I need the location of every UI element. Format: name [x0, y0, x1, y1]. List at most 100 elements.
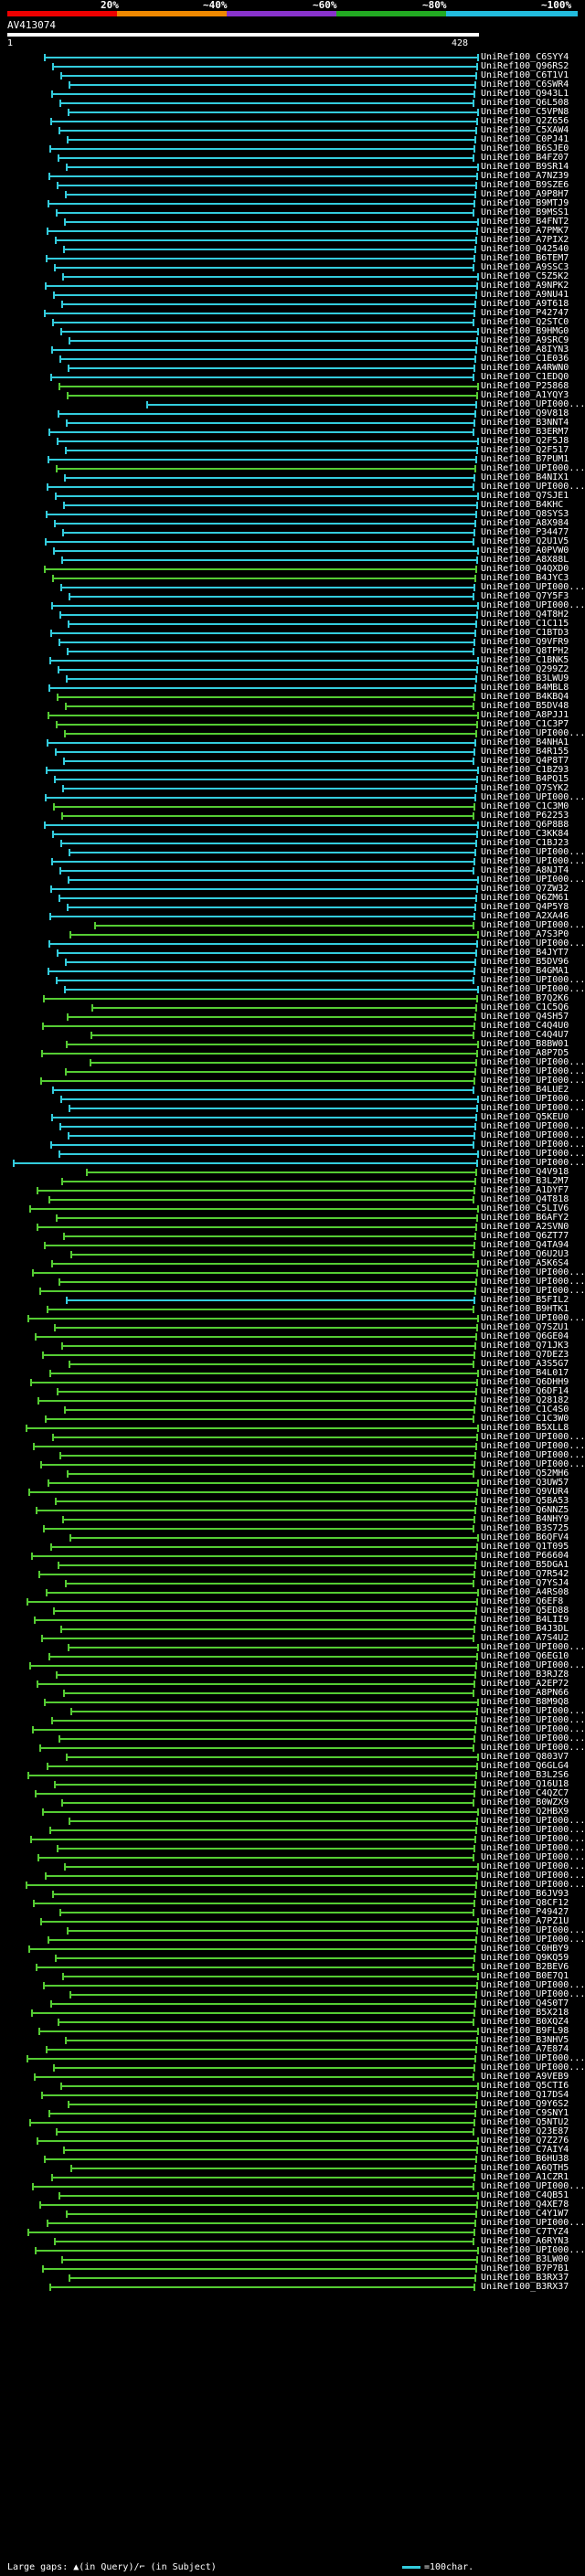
hit-label[interactable]: UniRef100_A8PN66 [481, 1688, 569, 1698]
hit-label[interactable]: UniRef100_A2XA46 [481, 911, 569, 921]
hit-label[interactable]: UniRef100_B5X218 [481, 2008, 569, 2018]
hit-row[interactable]: UniRef100_UPI000... [0, 1716, 585, 1725]
hit-label[interactable]: UniRef100_Q4SH57 [481, 1012, 569, 1022]
hit-label[interactable]: UniRef100_Q4S0T7 [481, 1998, 569, 2009]
hit-label[interactable]: UniRef100_Q3UW57 [481, 1478, 569, 1488]
hit-label[interactable]: UniRef100_B9HMG0 [481, 326, 569, 336]
hit-row[interactable]: UniRef100_Q7SYK2 [0, 784, 585, 793]
hit-label[interactable]: UniRef100_C5LIV6 [481, 1203, 569, 1214]
hit-row[interactable]: UniRef100_Q7YSJ4 [0, 1579, 585, 1588]
hit-row[interactable]: UniRef100_UPI000... [0, 601, 585, 610]
hit-row[interactable]: UniRef100_A1YQY3 [0, 391, 585, 400]
hit-row[interactable]: UniRef100_B3S725 [0, 1524, 585, 1533]
hit-label[interactable]: UniRef100_UPI000... [481, 1843, 585, 1853]
hit-row[interactable]: UniRef100_UPI000... [0, 1159, 585, 1168]
hit-row[interactable]: UniRef100_A3S5G7 [0, 1360, 585, 1369]
hit-label[interactable]: UniRef100_Q9VUR4 [481, 1487, 569, 1497]
hit-label[interactable]: UniRef100_Q5ED88 [481, 1606, 569, 1616]
hit-label[interactable]: UniRef100_UPI000... [481, 1816, 585, 1826]
hit-row[interactable]: UniRef100_B4NHA1 [0, 738, 585, 747]
hit-label[interactable]: UniRef100_B7Q2K6 [481, 993, 569, 1003]
hit-row[interactable]: UniRef100_C6T1V1 [0, 71, 585, 80]
hit-label[interactable]: UniRef100_UPI000... [481, 1733, 585, 1744]
hit-row[interactable]: UniRef100_Q9Y6S2 [0, 2100, 585, 2109]
hit-row[interactable]: UniRef100_UPI000... [0, 2063, 585, 2072]
hit-row[interactable]: UniRef100_A4RS08 [0, 1588, 585, 1597]
hit-label[interactable]: UniRef100_UPI000... [481, 1103, 585, 1113]
hit-label[interactable]: UniRef100_B6AFY2 [481, 1213, 569, 1223]
hit-label[interactable]: UniRef100_UPI000... [481, 2062, 585, 2072]
hit-row[interactable]: UniRef100_UPI000... [0, 2054, 585, 2063]
hit-label[interactable]: UniRef100_Q4XE78 [481, 2200, 569, 2210]
hit-row[interactable]: UniRef100_A8X984 [0, 519, 585, 528]
hit-row[interactable]: UniRef100_B0WZX9 [0, 1798, 585, 1807]
hit-row[interactable]: UniRef100_Q2HBX9 [0, 1807, 585, 1817]
hit-row[interactable]: UniRef100_B0XQZ4 [0, 2018, 585, 2027]
hit-label[interactable]: UniRef100_Q7ZW32 [481, 884, 569, 894]
hit-row[interactable]: UniRef100_A4RWN0 [0, 364, 585, 373]
hit-label[interactable]: UniRef100_A7S4U2 [481, 1633, 569, 1643]
hit-label[interactable]: UniRef100_Q6DHH9 [481, 1377, 569, 1387]
hit-row[interactable]: UniRef100_P34477 [0, 528, 585, 537]
hit-row[interactable]: UniRef100_C4QZC7 [0, 1789, 585, 1798]
hit-label[interactable]: UniRef100_B4KHC [481, 500, 564, 510]
hit-row[interactable]: UniRef100_Q28182 [0, 1396, 585, 1405]
hit-label[interactable]: UniRef100_A2SVN0 [481, 1222, 569, 1232]
hit-row[interactable]: UniRef100_B4KHC [0, 501, 585, 510]
hit-row[interactable]: UniRef100_B4NIX1 [0, 473, 585, 482]
hit-row[interactable]: UniRef100_A8IYN3 [0, 345, 585, 355]
hit-row[interactable]: UniRef100_B6QFV4 [0, 1533, 585, 1542]
hit-label[interactable]: UniRef100_A3S5G7 [481, 1359, 569, 1369]
hit-label[interactable]: UniRef100_C5VPN8 [481, 107, 569, 117]
hit-label[interactable]: UniRef100_B7P7B1 [481, 2263, 569, 2274]
hit-row[interactable]: UniRef100_C7TYZ4 [0, 2228, 585, 2237]
hit-label[interactable]: UniRef100_A4RWN0 [481, 363, 569, 373]
hit-label[interactable]: UniRef100_C1BJ23 [481, 838, 569, 848]
hit-label[interactable]: UniRef100_A2EP72 [481, 1679, 569, 1689]
hit-row[interactable]: UniRef100_A2EP72 [0, 1680, 585, 1689]
hit-label[interactable]: UniRef100_UPI000... [481, 1871, 585, 1881]
hit-row[interactable]: UniRef100_Q5BA53 [0, 1497, 585, 1506]
hit-row[interactable]: UniRef100_B5DV48 [0, 702, 585, 711]
hit-label[interactable]: UniRef100_A7E874 [481, 2044, 569, 2054]
hit-label[interactable]: UniRef100_Q52MH6 [481, 1468, 569, 1479]
hit-label[interactable]: UniRef100_C7AIY4 [481, 2145, 569, 2155]
hit-row[interactable]: UniRef100_A9SSC3 [0, 263, 585, 272]
hit-label[interactable]: UniRef100_Q1T095 [481, 1542, 569, 1552]
hit-label[interactable]: UniRef100_Q7DEZ3 [481, 1350, 569, 1360]
hit-label[interactable]: UniRef100_UPI000... [481, 1432, 585, 1442]
hit-row[interactable]: UniRef100_Q7Y5F3 [0, 592, 585, 601]
hit-label[interactable]: UniRef100_A7S3P0 [481, 929, 569, 939]
hit-label[interactable]: UniRef100_UPI000... [481, 1935, 585, 1945]
hit-label[interactable]: UniRef100_UPI000... [481, 1267, 585, 1277]
hit-label[interactable]: UniRef100_UPI000... [481, 1715, 585, 1725]
hit-label[interactable]: UniRef100_A0PVW0 [481, 546, 569, 556]
hit-row[interactable]: UniRef100_B7Q2K6 [0, 994, 585, 1003]
hit-label[interactable]: UniRef100_A6RYN3 [481, 2236, 569, 2246]
hit-label[interactable]: UniRef100_A9SRC9 [481, 335, 569, 345]
hit-label[interactable]: UniRef100_Q6ZT77 [481, 1231, 569, 1241]
hit-label[interactable]: UniRef100_C1EDQ0 [481, 372, 569, 382]
hit-row[interactable]: UniRef100_Q9V818 [0, 409, 585, 419]
hit-row[interactable]: UniRef100_C5XAW4 [0, 126, 585, 135]
hit-row[interactable]: UniRef100_UPI000... [0, 1862, 585, 1871]
hit-row[interactable]: UniRef100_Q4P5Y8 [0, 903, 585, 912]
hit-row[interactable]: UniRef100_B6JV93 [0, 1890, 585, 1899]
hit-row[interactable]: UniRef100_B6AFY2 [0, 1214, 585, 1223]
hit-label[interactable]: UniRef100_C7TYZ4 [481, 2227, 569, 2237]
hit-row[interactable]: UniRef100_A1CZR1 [0, 2173, 585, 2182]
hit-row[interactable]: UniRef100_UPI000... [0, 939, 585, 949]
hit-label[interactable]: UniRef100_Q6EG10 [481, 1651, 569, 1661]
hit-label[interactable]: UniRef100_B4R155 [481, 747, 569, 757]
hit-row[interactable]: UniRef100_B5DV96 [0, 958, 585, 967]
hit-label[interactable]: UniRef100_C1BZ93 [481, 765, 569, 775]
hit-label[interactable]: UniRef100_B6SJE0 [481, 143, 569, 154]
hit-row[interactable]: UniRef100_B7PUM1 [0, 455, 585, 464]
hit-label[interactable]: UniRef100_P34477 [481, 527, 569, 537]
hit-label[interactable]: UniRef100_B3RJZ8 [481, 1670, 569, 1680]
hit-row[interactable]: UniRef100_A1DYF7 [0, 1186, 585, 1195]
hit-row[interactable]: UniRef100_Q1T095 [0, 1542, 585, 1552]
hit-label[interactable]: UniRef100_A9T618 [481, 299, 569, 309]
hit-label[interactable]: UniRef100_C0PJ41 [481, 134, 569, 144]
hit-row[interactable]: UniRef100_B4NHY9 [0, 1515, 585, 1524]
